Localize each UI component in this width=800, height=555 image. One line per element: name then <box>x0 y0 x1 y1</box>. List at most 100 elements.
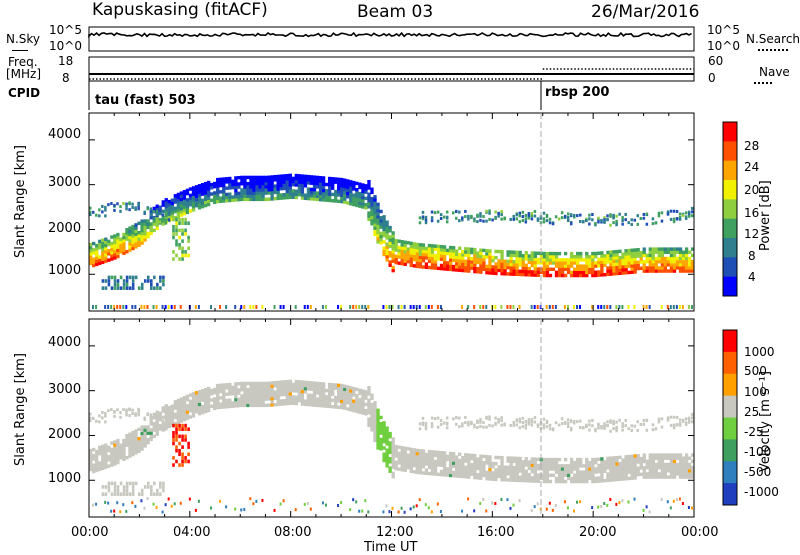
velocity-cell <box>176 411 181 415</box>
velocity-cell <box>412 470 416 474</box>
velocity-cell <box>409 460 413 464</box>
power-upper-cell <box>615 219 618 223</box>
power-cell <box>545 267 550 271</box>
station-title: Kapuskasing (fitACF) <box>92 0 268 20</box>
velocity-cell <box>666 462 671 467</box>
power-cell <box>231 182 235 187</box>
power-cell <box>119 237 123 241</box>
velocity-upper-cell <box>445 416 449 420</box>
velocity-cell <box>297 392 302 397</box>
power-cell <box>155 220 159 224</box>
velocity-upper-cell <box>591 419 594 423</box>
velocity-patch-cell <box>181 427 184 431</box>
velocity-cell <box>579 476 583 481</box>
velocity-cell <box>678 459 683 464</box>
power-cell <box>315 197 320 202</box>
velocity-upper-cell <box>421 421 425 425</box>
velocity-cell <box>500 459 504 463</box>
velocity-cell <box>473 457 477 461</box>
power-patch-cell <box>187 246 190 251</box>
velocity-cell <box>270 396 274 401</box>
velocity-clutter-cell <box>618 501 621 505</box>
power-clutter-cell <box>439 305 442 309</box>
power-cell <box>182 212 187 216</box>
power-cell <box>406 256 410 261</box>
power-cell <box>394 257 398 262</box>
power-cell <box>116 232 120 237</box>
power-cell <box>340 181 344 185</box>
velocity-cell <box>370 418 374 423</box>
velocity-cell <box>219 402 223 406</box>
power-cell <box>240 194 244 198</box>
velocity-cell <box>500 462 504 466</box>
power-cell <box>536 270 541 274</box>
power-upper-cell <box>482 219 485 223</box>
power-upper-cell <box>89 206 92 210</box>
power-upper-cell <box>134 206 137 210</box>
power-cell <box>270 184 274 189</box>
velocity-cell <box>421 452 426 456</box>
velocity-clutter-cell <box>660 497 663 501</box>
power-cell <box>436 257 441 261</box>
velocity-cell <box>258 394 262 398</box>
power-cell <box>639 257 643 261</box>
power-clutter-cell <box>591 305 594 309</box>
velocity-cell <box>228 385 232 390</box>
power-upper-cell <box>439 213 443 217</box>
velocity-cell <box>188 405 193 410</box>
power-cell <box>137 234 141 238</box>
power-cell <box>527 266 531 271</box>
velocity-cell <box>140 437 144 442</box>
velocity-cell <box>600 463 604 467</box>
power-cell <box>213 194 217 198</box>
velocity-cell <box>678 475 683 479</box>
velocity-cell <box>358 391 362 396</box>
velocity-cell <box>418 464 423 469</box>
velocity-cell <box>309 396 314 401</box>
power-upper-cell <box>651 222 655 226</box>
velocity-cell <box>612 471 616 476</box>
velocity-cell <box>95 459 99 463</box>
power-cell <box>116 251 120 256</box>
velocity-upper-cell <box>137 408 140 412</box>
power-cell <box>137 243 141 247</box>
power-cell <box>300 193 305 197</box>
velocity-cell <box>660 462 665 467</box>
velocity-cell <box>488 458 492 462</box>
velocity-cell <box>349 404 353 409</box>
velocity-cell <box>318 400 323 405</box>
velocity-patch-cell <box>116 488 120 493</box>
velocity-clutter-cell <box>400 506 403 510</box>
power-cell <box>176 192 181 197</box>
velocity-upper-cell <box>542 426 546 430</box>
power-cell <box>206 196 211 200</box>
velocity-patch-cell <box>113 488 117 493</box>
power-cell <box>403 253 407 257</box>
velocity-clutter-cell <box>243 507 246 511</box>
velocity-cell <box>140 447 144 451</box>
power-upper-cell <box>524 213 528 217</box>
power-cell <box>98 242 102 247</box>
power-cell <box>585 267 589 271</box>
power-cell <box>576 273 580 278</box>
velocity-upper-cell <box>479 424 482 428</box>
power-cell <box>264 185 268 189</box>
velocity-cell <box>194 397 199 401</box>
velocity-cell <box>412 463 416 468</box>
power-patch-cell <box>178 217 181 222</box>
velocity-cell <box>624 464 628 468</box>
power-cell <box>327 179 332 184</box>
power-cell <box>603 260 607 264</box>
velocity-cell <box>282 389 286 394</box>
velocity-cell <box>494 471 498 475</box>
velocity-upper-cell <box>512 420 515 424</box>
power-cell <box>394 245 398 249</box>
velocity-cell <box>285 398 289 403</box>
power-cell <box>376 205 380 210</box>
velocity-cell <box>252 394 256 398</box>
velocity-cell <box>246 381 250 386</box>
power-upper-cell <box>485 209 488 213</box>
power-cell <box>554 258 559 262</box>
velocity-cell <box>337 396 341 400</box>
velocity-upper-cell <box>500 419 503 423</box>
